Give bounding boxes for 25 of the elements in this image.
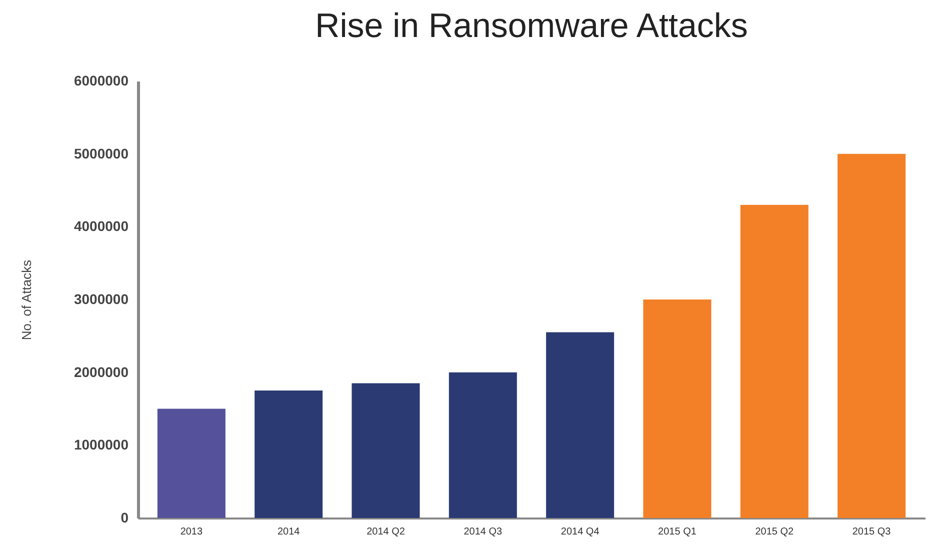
y-tick-label: 2000000 [74, 364, 129, 380]
x-tick-label: 2015 Q1 [658, 526, 697, 538]
y-tick-label: 0 [120, 510, 129, 526]
y-tick-label: 1000000 [74, 436, 129, 453]
x-tick-label: 2014 Q2 [366, 526, 406, 538]
y-tick-label: 6000000 [74, 72, 129, 88]
bar [352, 383, 420, 518]
bar [254, 390, 323, 518]
y-tick-label: 3000000 [74, 291, 129, 307]
x-tick-label: 2015 Q3 [852, 526, 892, 538]
bar [157, 408, 226, 518]
bar [643, 300, 712, 518]
x-tick-label: 2013 [180, 526, 203, 538]
bar [546, 332, 614, 518]
x-tick-label: 2014 Q3 [464, 526, 503, 538]
x-tick-label: 2015 Q2 [755, 526, 794, 538]
x-tick-label: 2014 Q4 [560, 526, 600, 538]
y-tick-label: 4000000 [74, 218, 129, 234]
bar [740, 204, 808, 518]
bar [838, 154, 906, 518]
y-axis-title: No. of Attacks [18, 259, 34, 340]
chart-title: Rise in Ransomware Attacks [315, 7, 748, 45]
x-tick-label: 2014 [277, 526, 300, 538]
bar [448, 372, 517, 518]
y-tick-label: 5000000 [74, 145, 129, 162]
